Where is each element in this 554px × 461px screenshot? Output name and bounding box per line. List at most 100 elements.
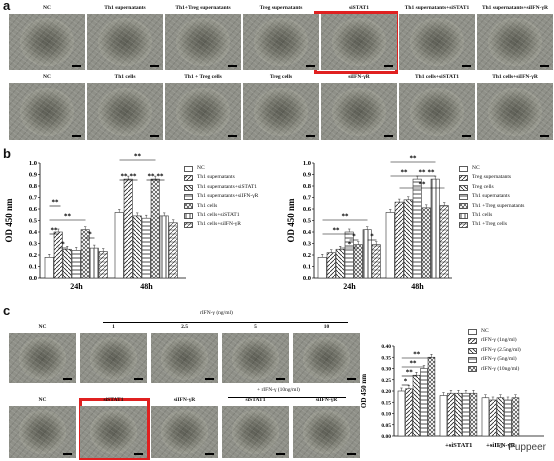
y-tick-label: 0.00 — [381, 434, 391, 440]
y-tick-label: 0.3 — [303, 241, 312, 248]
panel-c-row2-micrograph — [80, 406, 147, 458]
bar — [98, 251, 108, 279]
bar — [454, 392, 463, 437]
legend-c-entry: rIFN-γ (5ng/ml) — [468, 355, 521, 364]
x-tick-label: +siIFN-γR — [486, 442, 515, 449]
chart-b-left: OD 450 nm 0.0 0.1 0.2 0.3 0.4 0.5 0.6 0.7 0.8 0.9 1… — [4, 153, 186, 291]
significance-label: ** — [64, 213, 72, 221]
watermark-text: Puppeer — [508, 442, 546, 453]
legend-swatch — [459, 165, 468, 172]
y-tick-label: 0.05 — [381, 423, 391, 429]
bar — [496, 397, 505, 437]
scale-bar — [276, 453, 285, 455]
panel-a-row1-label: Treg supernatants — [259, 5, 303, 11]
scale-bar — [462, 65, 471, 67]
bar — [489, 399, 497, 437]
panel-c-row1-label: 1 — [112, 324, 115, 330]
bar — [427, 356, 436, 437]
bar — [403, 199, 413, 279]
y-axis-label: OD 450 nm — [4, 198, 14, 243]
panel-c-row2-micrograph — [293, 406, 360, 458]
y-tick-label: 0.20 — [381, 389, 391, 395]
scale-bar — [205, 453, 214, 455]
bar — [447, 392, 455, 437]
panel-c-row2-label: siIFN-γR — [315, 397, 338, 403]
bar — [114, 212, 124, 279]
legend-swatch — [459, 175, 468, 182]
c-rifn-bracket — [103, 322, 348, 323]
panel-a-row2-label: Th1 cells — [114, 74, 136, 80]
panel-a-row1-micrograph — [399, 14, 475, 70]
bar — [123, 178, 133, 279]
y-tick-label: 0.4 — [303, 229, 312, 236]
y-tick-label: 0.8 — [303, 183, 312, 190]
panel-a-row2-micrograph — [243, 83, 319, 140]
legend-swatch — [184, 212, 193, 219]
panel-a-row1-label: Th1+Treg supernatants — [175, 5, 231, 11]
significance-label: * — [61, 241, 65, 249]
panel-c-row1-micrograph — [222, 333, 289, 383]
legend-label: Treg cells — [472, 183, 494, 190]
panel-a-row1-micrograph — [165, 14, 241, 70]
scale-bar — [228, 65, 237, 67]
scale-bar — [63, 453, 72, 455]
bar — [326, 252, 336, 279]
panel-a-row2-label: Treg cells — [269, 74, 293, 80]
legend-b-left-entry: Th1 supernatants+siSTAT1 — [184, 183, 258, 192]
significance-label: ** — [419, 181, 427, 189]
significance-label: * — [348, 241, 352, 249]
scale-bar — [306, 135, 315, 137]
panel-a-row2-micrograph — [9, 83, 85, 140]
bar — [397, 390, 406, 437]
legend-swatch — [459, 194, 468, 200]
significance-label: ** — [428, 169, 436, 177]
legend-swatch — [459, 212, 468, 219]
legend-label: Th1 cells+siSTAT1 — [197, 212, 240, 219]
y-tick-label: 0.4 — [29, 229, 38, 236]
significance-label: * — [352, 233, 356, 241]
panel-a-row2-label: siIFN-γR — [348, 74, 370, 80]
panel-c-row1-micrograph — [293, 333, 360, 383]
significance-label: ** — [342, 213, 350, 221]
wechat-icon: ⚬ — [496, 442, 506, 453]
legend-swatch — [184, 165, 193, 172]
panel-c-row1-micrograph — [151, 333, 218, 383]
bar — [385, 212, 395, 279]
panel-a-row2-label: Th1 cells+siSTAT1 — [414, 74, 460, 80]
significance-label: ** — [410, 360, 418, 368]
x-tick-label: 24h — [70, 282, 83, 291]
legend-label: rIFN-γ (10ng/ml) — [481, 365, 520, 372]
panel-a-row2-micrograph — [165, 83, 241, 140]
legend-swatch — [184, 222, 193, 229]
panel-a-row1-label: Th1 supernatants+siSTAT1 — [404, 5, 470, 11]
y-tick-label: 0.35 — [381, 355, 391, 361]
legend-swatch — [184, 175, 193, 182]
panel-a-row1-label: siSTAT1 — [349, 5, 369, 11]
scale-bar — [134, 453, 143, 455]
panel-a-row2-label: Th1 cells+siIFN-γR — [492, 74, 538, 80]
c-rifn-header: rIFN-γ (ng/ml) — [200, 310, 233, 316]
significance-label: ** — [157, 173, 165, 181]
significance-label: ** — [401, 169, 409, 177]
bar — [168, 222, 178, 279]
bar — [150, 178, 160, 279]
legend-label: NC — [472, 165, 480, 171]
scale-bar — [150, 135, 159, 137]
significance-label: * — [404, 378, 408, 386]
bar — [89, 247, 99, 279]
legend-label: Th1 supernatants — [197, 174, 235, 181]
legend-swatch — [468, 366, 477, 373]
bar — [412, 178, 422, 279]
y-tick-label: 1.0 — [303, 160, 311, 167]
legend-b-right-entry: Th1 cells — [459, 211, 524, 220]
bar — [421, 207, 431, 279]
legend-label: Th1 supernatants — [472, 193, 510, 200]
bar — [141, 217, 151, 279]
y-tick-label: 0.8 — [29, 183, 38, 190]
chart-b-right: OD 450 nm 0.0 0.1 0.2 0.3 0.4 0.5 0.6 0.7 0.8 0.9 1… — [286, 155, 452, 291]
bar — [371, 244, 381, 279]
y-tick-label: 0.30 — [381, 367, 391, 373]
legend-b-right-entry: Treg supernatants — [459, 173, 524, 182]
x-tick-label: 48h — [411, 282, 424, 291]
legend-b-right-entry: NC — [459, 164, 524, 173]
